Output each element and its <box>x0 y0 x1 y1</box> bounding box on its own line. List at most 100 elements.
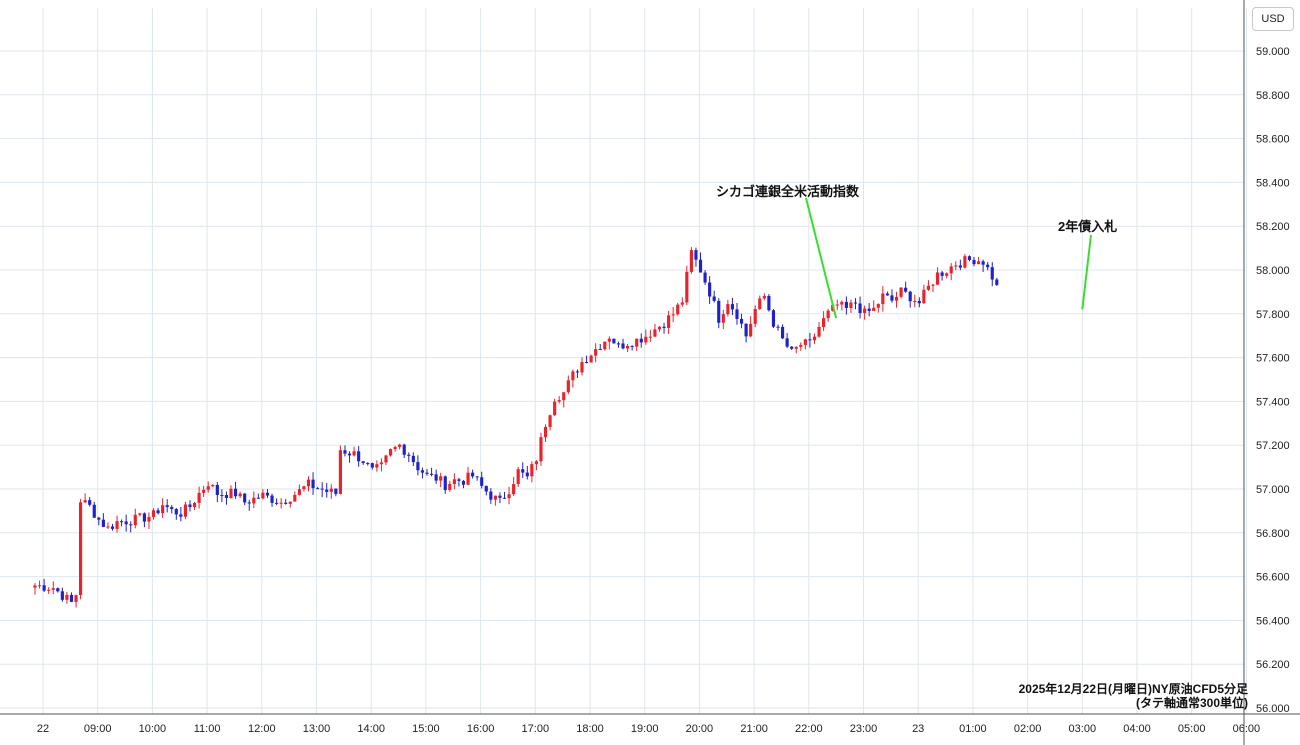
candle-body <box>480 477 484 486</box>
candle-body <box>284 502 288 504</box>
candle-body <box>384 455 388 463</box>
candle-body <box>575 371 580 373</box>
x-tick-label: 11:00 <box>194 723 221 735</box>
candle-body <box>224 495 229 498</box>
candle-body <box>161 505 165 514</box>
candle-body <box>325 489 329 492</box>
candle-body <box>133 514 137 526</box>
candle-body <box>931 284 935 286</box>
candle-body <box>443 476 447 491</box>
candle-body <box>521 469 525 473</box>
x-tick-label: 20:00 <box>686 723 714 735</box>
candle-body <box>56 588 60 592</box>
candle-body <box>876 304 880 308</box>
candle-body <box>202 489 206 493</box>
x-tick-label: 10:00 <box>139 723 167 735</box>
candle-body <box>881 293 885 305</box>
candle-body <box>539 437 543 462</box>
y-tick-label: 59.000 <box>1256 46 1290 58</box>
y-tick-label: 57.200 <box>1256 440 1290 452</box>
candle-body <box>188 504 192 508</box>
candle-body <box>493 495 497 500</box>
chart-caption-line2: (タテ軸通常300単位) <box>1135 696 1248 710</box>
candle-body <box>594 348 598 356</box>
candle-body <box>735 309 739 319</box>
candle-body <box>694 250 698 260</box>
candle-body <box>945 273 949 276</box>
candle-body <box>306 479 311 487</box>
currency-badge[interactable]: USD <box>1252 7 1294 31</box>
candle-body <box>648 336 652 338</box>
candle-body <box>894 296 899 301</box>
x-tick-label: 02:00 <box>1014 723 1042 735</box>
x-tick-label: 22:00 <box>795 723 823 735</box>
y-tick-label: 56.000 <box>1256 703 1290 715</box>
candle-body <box>680 302 684 305</box>
candle-body <box>653 329 657 337</box>
candle-body <box>762 295 766 299</box>
x-tick-label: 22 <box>37 723 49 735</box>
candle-body <box>721 314 725 323</box>
candle-body <box>37 585 42 587</box>
candle-body <box>639 338 643 343</box>
y-tick-label: 57.000 <box>1256 484 1290 496</box>
candle-body <box>794 346 798 349</box>
candle-body <box>776 326 780 328</box>
candle-body <box>799 344 803 347</box>
candle-body <box>826 310 830 319</box>
candle-body <box>548 415 552 427</box>
candle-body <box>206 486 210 490</box>
candle-body <box>758 298 762 309</box>
candle-body <box>192 502 197 508</box>
candle-body <box>297 489 301 495</box>
candle-body <box>712 296 716 301</box>
candle-body <box>229 488 233 498</box>
candle-body <box>238 493 242 497</box>
candle-body <box>411 455 415 463</box>
candle-body <box>461 480 466 485</box>
candle-body <box>726 304 730 315</box>
y-tick-label: 57.400 <box>1256 396 1290 408</box>
y-tick-label: 57.600 <box>1256 353 1290 365</box>
candle-body <box>840 301 844 305</box>
candle-body <box>512 484 516 495</box>
candle-body <box>388 449 393 456</box>
candle-body <box>183 504 188 517</box>
candle-body <box>908 291 912 302</box>
candle-body <box>279 502 283 504</box>
candle-body <box>817 326 821 337</box>
chart-caption-line1: 2025年12月22日(月曜日)NY原油CFD5分足 <box>1018 682 1248 696</box>
x-tick-label: 14:00 <box>357 723 385 735</box>
candle-body <box>106 526 110 528</box>
candle-body <box>316 488 320 490</box>
candle-body <box>370 463 374 468</box>
candle-body <box>174 509 178 515</box>
candle-body <box>88 500 92 505</box>
x-tick-label: 06:00 <box>1233 723 1261 735</box>
y-tick-label: 58.600 <box>1256 134 1290 146</box>
candle-body <box>808 339 812 341</box>
candle-body <box>990 267 994 280</box>
y-tick-label: 56.800 <box>1256 528 1290 540</box>
candle-body <box>197 492 201 503</box>
candle-body <box>949 266 953 274</box>
x-tick-label: 18:00 <box>576 723 604 735</box>
candle-body <box>753 308 757 324</box>
candle-body <box>995 279 999 285</box>
candle-body <box>967 256 972 260</box>
candle-body <box>917 300 921 304</box>
candle-body <box>858 303 862 313</box>
candle-body <box>270 495 274 503</box>
candle-body <box>97 517 101 520</box>
candle-body <box>717 300 721 323</box>
candle-body <box>215 484 219 496</box>
candle-body <box>393 446 397 450</box>
x-tick-label: 01:00 <box>959 723 987 735</box>
candle-body <box>475 476 479 478</box>
candle-body <box>416 462 420 471</box>
x-tick-label: 05:00 <box>1178 723 1206 735</box>
candle-body <box>940 272 944 276</box>
candle-body <box>47 589 51 591</box>
candle-body <box>739 318 744 324</box>
